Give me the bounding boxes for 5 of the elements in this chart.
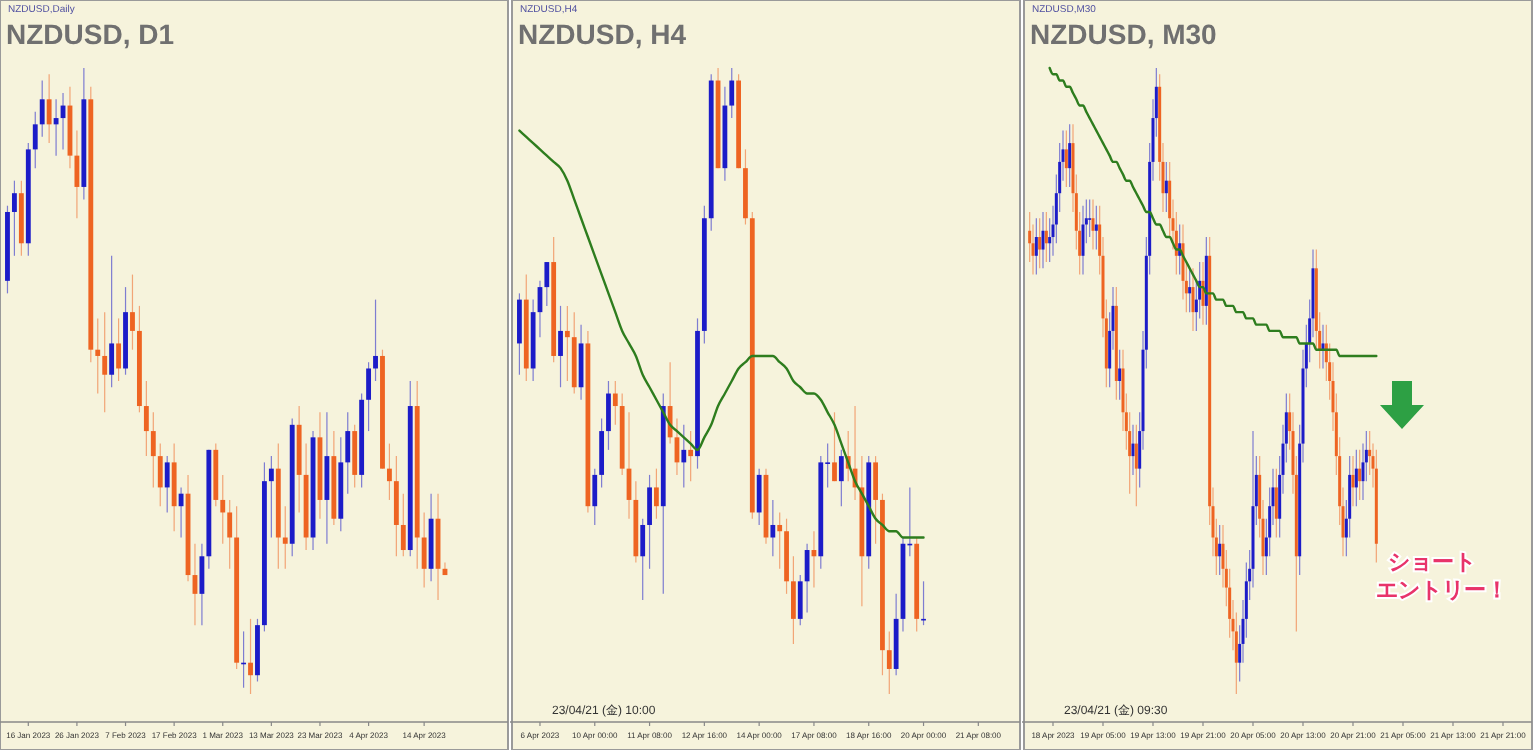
chart-title: NZDUSD, H4 (518, 18, 687, 50)
chart-title: NZDUSD, D1 (6, 18, 175, 50)
annotation: エントリー！ (1376, 576, 1508, 603)
annotation: ショート (1388, 548, 1476, 575)
chart-title: NZDUSD, M30 (1030, 18, 1218, 50)
